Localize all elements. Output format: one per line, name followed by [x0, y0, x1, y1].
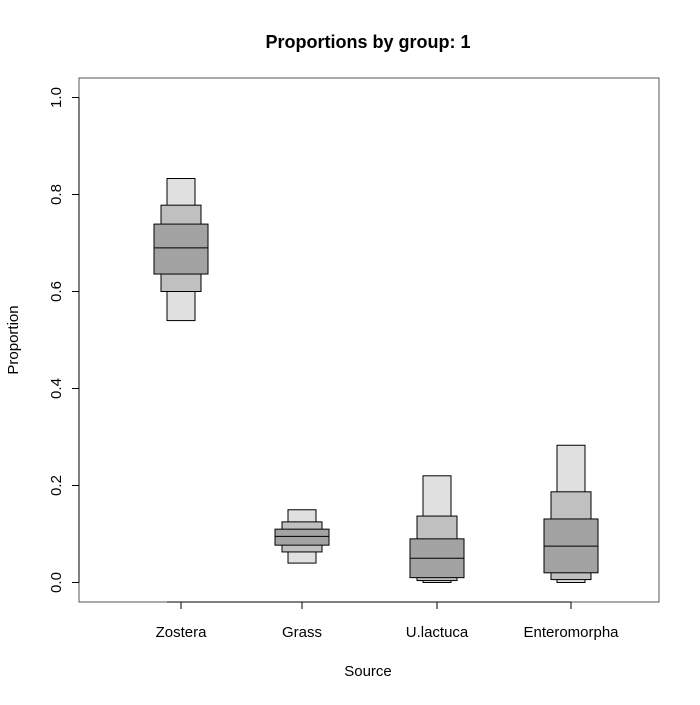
chart-title: Proportions by group: 1	[266, 32, 471, 52]
x-tick-label: Zostera	[156, 624, 208, 641]
x-tick-label: U.lactuca	[406, 624, 469, 641]
y-tick-label: 0.8	[48, 184, 65, 205]
x-axis-label: Source	[344, 663, 392, 680]
marks-layer: 0.0 0.2 0.4 0.6 0.8 1.0 Zostera Grass U.lactuca E…	[48, 87, 619, 641]
y-tick-label: 0.2	[48, 475, 65, 496]
y-tick-label: 0.4	[48, 378, 65, 399]
x-tick-label: Grass	[282, 624, 322, 641]
interval-group-grass	[274, 509, 330, 564]
y-axis-label: Proportion	[5, 305, 22, 374]
x-tick-label: Enteromorpha	[523, 624, 619, 641]
y-tick-label: 0.6	[48, 281, 65, 302]
inner-interval-box	[153, 223, 209, 275]
y-tick-label: 0.0	[48, 572, 65, 593]
y-tick-label: 1.0	[48, 87, 65, 108]
interval-group-u-lactuca	[409, 475, 465, 583]
interval-group-enteromorpha	[543, 444, 599, 583]
interval-group-zostera	[153, 177, 209, 322]
inner-interval-box	[274, 528, 330, 546]
